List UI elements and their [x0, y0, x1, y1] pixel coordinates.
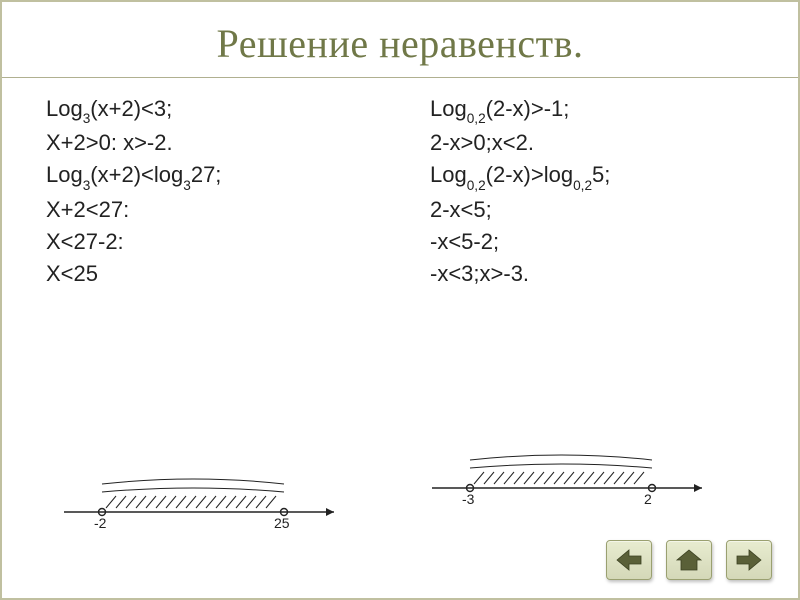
home-icon: [675, 548, 703, 572]
right-column: Log0,2(2-x)>-1; 2-x>0;x<2. Log0,2(2-x)>log…: [430, 96, 774, 293]
number-line-right: -3 2: [422, 450, 722, 510]
title-area: Решение неравенств.: [2, 2, 798, 78]
arrow-right-icon: [735, 548, 763, 572]
nav-prev-button[interactable]: [606, 540, 652, 580]
number-line-left: -2 25: [54, 474, 354, 534]
arrow-left-icon: [615, 548, 643, 572]
math-line: X+2<27:: [46, 197, 390, 223]
content-columns: Log3(x+2)<3; X+2>0: x>-2. Log3(x+2)<log327…: [2, 78, 798, 293]
math-line: 2-x<5;: [430, 197, 774, 223]
left-column: Log3(x+2)<3; X+2>0: x>-2. Log3(x+2)<log327…: [46, 96, 390, 293]
math-line: -x<5-2;: [430, 229, 774, 255]
math-line: Log0,2(2-x)>-1;: [430, 96, 774, 124]
nav-home-button[interactable]: [666, 540, 712, 580]
nav-next-button[interactable]: [726, 540, 772, 580]
math-line: X<27-2:: [46, 229, 390, 255]
left-diagram-label-a: -2: [94, 515, 107, 531]
math-line: X+2>0: x>-2.: [46, 130, 390, 156]
right-diagram-label-b: 2: [644, 491, 652, 507]
math-line: 2-x>0;x<2.: [430, 130, 774, 156]
left-diagram-label-b: 25: [274, 515, 290, 531]
math-line: Log3(x+2)<3;: [46, 96, 390, 124]
math-line: Log0,2(2-x)>log0,25;: [430, 162, 774, 190]
math-line: -x<3;x>-3.: [430, 261, 774, 287]
slide: Решение неравенств. Log3(x+2)<3; X+2>0: x…: [0, 0, 800, 600]
math-line: X<25: [46, 261, 390, 287]
nav-buttons: [606, 540, 772, 580]
slide-title: Решение неравенств.: [2, 20, 798, 67]
math-line: Log3(x+2)<log327;: [46, 162, 390, 190]
right-diagram-label-a: -3: [462, 491, 475, 507]
